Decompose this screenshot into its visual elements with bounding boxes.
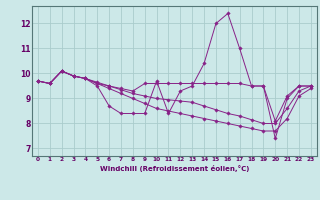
X-axis label: Windchill (Refroidissement éolien,°C): Windchill (Refroidissement éolien,°C): [100, 165, 249, 172]
